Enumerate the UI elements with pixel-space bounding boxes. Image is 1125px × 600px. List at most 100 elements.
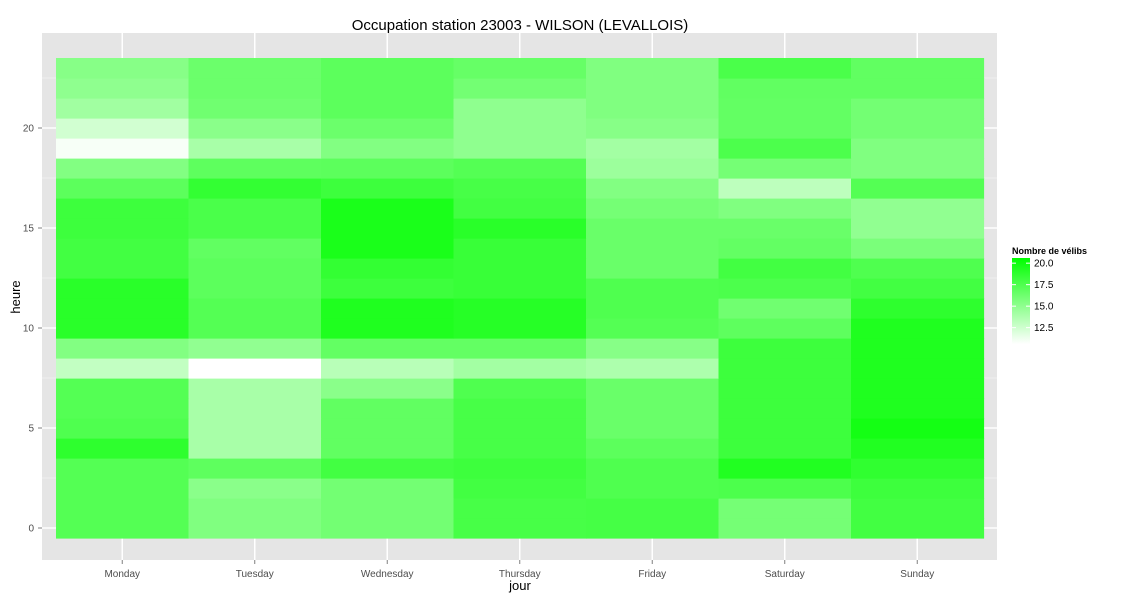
heatmap-cell — [56, 218, 190, 239]
heatmap-cell — [188, 458, 322, 479]
heatmap-cell — [851, 478, 985, 499]
heatmap-cell — [586, 238, 720, 259]
heatmap-cell — [321, 478, 455, 499]
heatmap-cell — [718, 218, 852, 239]
heatmap-cell — [718, 238, 852, 259]
y-tick-label: 10 — [23, 324, 35, 335]
legend-colorbar — [1012, 258, 1030, 344]
heatmap-cell — [586, 518, 720, 539]
heatmap-cell — [453, 438, 587, 459]
heatmap-cell — [586, 218, 720, 239]
heatmap-cell — [321, 138, 455, 159]
heatmap-cell — [586, 158, 720, 179]
heatmap-cell — [453, 278, 587, 299]
heatmap-cell — [453, 118, 587, 139]
heatmap-cell — [718, 318, 852, 339]
heatmap-cell — [586, 178, 720, 199]
heatmap-cell — [188, 218, 322, 239]
heatmap-cells — [56, 58, 985, 539]
chart-title: Occupation station 23003 - WILSON (LEVAL… — [352, 17, 689, 34]
legend-title: Nombre de vélibs — [1012, 246, 1087, 256]
heatmap-cell — [321, 398, 455, 419]
heatmap-cell — [188, 278, 322, 299]
heatmap-cell — [56, 138, 190, 159]
heatmap-cell — [56, 398, 190, 419]
heatmap-cell — [56, 498, 190, 519]
heatmap-cell — [321, 198, 455, 219]
heatmap-cell — [718, 118, 852, 139]
heatmap-cell — [851, 78, 985, 99]
heatmap-cell — [718, 298, 852, 319]
heatmap-cell — [453, 418, 587, 439]
heatmap-cell — [851, 338, 985, 359]
heatmap-cell — [188, 478, 322, 499]
heatmap-cell — [586, 398, 720, 419]
heatmap-cell — [56, 98, 190, 119]
legend-label: 20.0 — [1034, 259, 1054, 270]
heatmap-cell — [321, 158, 455, 179]
heatmap-cell — [851, 278, 985, 299]
heatmap-cell — [586, 138, 720, 159]
heatmap-cell — [188, 438, 322, 459]
heatmap-cell — [56, 318, 190, 339]
heatmap-cell — [586, 338, 720, 359]
heatmap-cell — [453, 318, 587, 339]
heatmap-cell — [188, 78, 322, 99]
heatmap-cell — [851, 438, 985, 459]
heatmap-cell — [718, 278, 852, 299]
heatmap-cell — [56, 258, 190, 279]
heatmap-cell — [56, 418, 190, 439]
heatmap-cell — [56, 278, 190, 299]
heatmap-cell — [56, 518, 190, 539]
heatmap-cell — [718, 358, 852, 379]
heatmap-cell — [851, 138, 985, 159]
heatmap-cell — [321, 298, 455, 319]
heatmap-cell — [188, 238, 322, 259]
heatmap-cell — [851, 318, 985, 339]
heatmap-cell — [56, 438, 190, 459]
heatmap-cell — [56, 158, 190, 179]
heatmap-cell — [718, 338, 852, 359]
heatmap-cell — [321, 458, 455, 479]
heatmap-cell — [188, 358, 322, 379]
heatmap-cell — [718, 98, 852, 119]
heatmap-cell — [586, 58, 720, 79]
heatmap-cell — [718, 378, 852, 399]
heatmap-cell — [321, 318, 455, 339]
heatmap-cell — [321, 438, 455, 459]
x-tick-label: Monday — [104, 569, 140, 580]
heatmap-cell — [586, 418, 720, 439]
heatmap-cell — [851, 118, 985, 139]
heatmap-cell — [851, 178, 985, 199]
heatmap-cell — [56, 58, 190, 79]
y-tick-label: 20 — [23, 124, 35, 135]
heatmap-cell — [321, 118, 455, 139]
heatmap-cell — [321, 498, 455, 519]
heatmap-cell — [453, 198, 587, 219]
heatmap-cell — [321, 358, 455, 379]
heatmap-cell — [851, 158, 985, 179]
heatmap-cell — [586, 98, 720, 119]
heatmap-cell — [453, 58, 587, 79]
heatmap-cell — [188, 258, 322, 279]
heatmap-cell — [321, 58, 455, 79]
x-tick-label: Saturday — [765, 569, 805, 580]
y-axis-title: heure — [8, 280, 23, 313]
x-tick-label: Tuesday — [236, 569, 274, 580]
heatmap-cell — [453, 298, 587, 319]
heatmap-cell — [321, 418, 455, 439]
heatmap-cell — [56, 178, 190, 199]
heatmap-cell — [321, 238, 455, 259]
heatmap-cell — [453, 238, 587, 259]
y-tick-label: 15 — [23, 224, 35, 235]
heatmap-cell — [851, 458, 985, 479]
heatmap-cell — [453, 338, 587, 359]
heatmap-cell — [453, 158, 587, 179]
y-tick-label: 0 — [28, 524, 34, 535]
heatmap-cell — [56, 358, 190, 379]
x-axis-title: jour — [508, 578, 531, 593]
heatmap-cell — [188, 198, 322, 219]
heatmap-cell — [718, 158, 852, 179]
x-tick-label: Wednesday — [361, 569, 414, 580]
